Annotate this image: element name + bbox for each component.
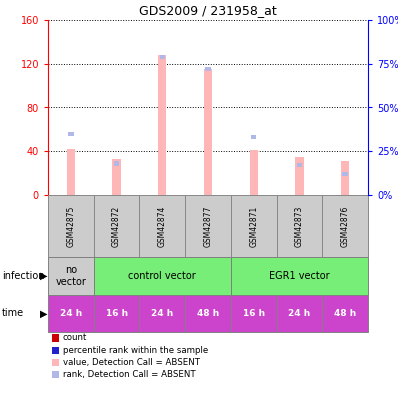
Text: 24 h: 24 h <box>151 309 174 318</box>
Bar <box>185 195 231 257</box>
Bar <box>67 149 75 195</box>
Text: 16 h: 16 h <box>243 309 265 318</box>
Text: value, Detection Call = ABSENT: value, Detection Call = ABSENT <box>63 358 200 367</box>
Bar <box>277 295 322 332</box>
Bar <box>185 295 231 332</box>
Text: infection: infection <box>2 271 45 281</box>
Text: GSM42876: GSM42876 <box>341 205 349 247</box>
Text: GSM42873: GSM42873 <box>295 205 304 247</box>
Text: GSM42877: GSM42877 <box>203 205 213 247</box>
Bar <box>250 150 258 195</box>
Text: 24 h: 24 h <box>60 309 82 318</box>
Text: GSM42874: GSM42874 <box>158 205 167 247</box>
Text: ▶: ▶ <box>40 309 47 318</box>
Bar <box>297 163 302 167</box>
Title: GDS2009 / 231958_at: GDS2009 / 231958_at <box>139 4 277 17</box>
Bar <box>231 257 368 295</box>
Text: GSM42872: GSM42872 <box>112 205 121 247</box>
Text: count: count <box>63 333 87 343</box>
Text: rank, Detection Call = ABSENT: rank, Detection Call = ABSENT <box>63 370 195 379</box>
Text: percentile rank within the sample: percentile rank within the sample <box>63 345 208 355</box>
Bar <box>251 135 256 139</box>
Bar <box>277 195 322 257</box>
Text: 24 h: 24 h <box>288 309 310 318</box>
Bar <box>205 67 211 71</box>
Bar <box>322 195 368 257</box>
Bar <box>158 55 166 195</box>
Text: EGR1 vector: EGR1 vector <box>269 271 330 281</box>
Text: ▶: ▶ <box>40 271 47 281</box>
Text: GSM42871: GSM42871 <box>249 205 258 247</box>
Text: control vector: control vector <box>129 271 196 281</box>
Text: GSM42875: GSM42875 <box>66 205 75 247</box>
Bar <box>114 161 119 166</box>
Bar <box>231 295 277 332</box>
Bar <box>113 159 121 195</box>
Bar <box>204 69 212 195</box>
Bar <box>342 172 348 176</box>
Bar <box>160 55 165 59</box>
Bar <box>94 257 231 295</box>
Bar <box>48 195 94 257</box>
Bar <box>341 161 349 195</box>
Bar <box>231 195 277 257</box>
Bar <box>48 257 94 295</box>
Bar <box>139 295 185 332</box>
Bar <box>322 295 368 332</box>
Text: 16 h: 16 h <box>105 309 128 318</box>
Text: 48 h: 48 h <box>197 309 219 318</box>
Bar <box>68 132 74 136</box>
Bar <box>295 157 304 195</box>
Bar <box>94 295 139 332</box>
Bar <box>94 195 139 257</box>
Bar <box>139 195 185 257</box>
Text: no
vector: no vector <box>55 265 86 287</box>
Text: 48 h: 48 h <box>334 309 356 318</box>
Bar <box>48 295 94 332</box>
Text: time: time <box>2 309 24 318</box>
